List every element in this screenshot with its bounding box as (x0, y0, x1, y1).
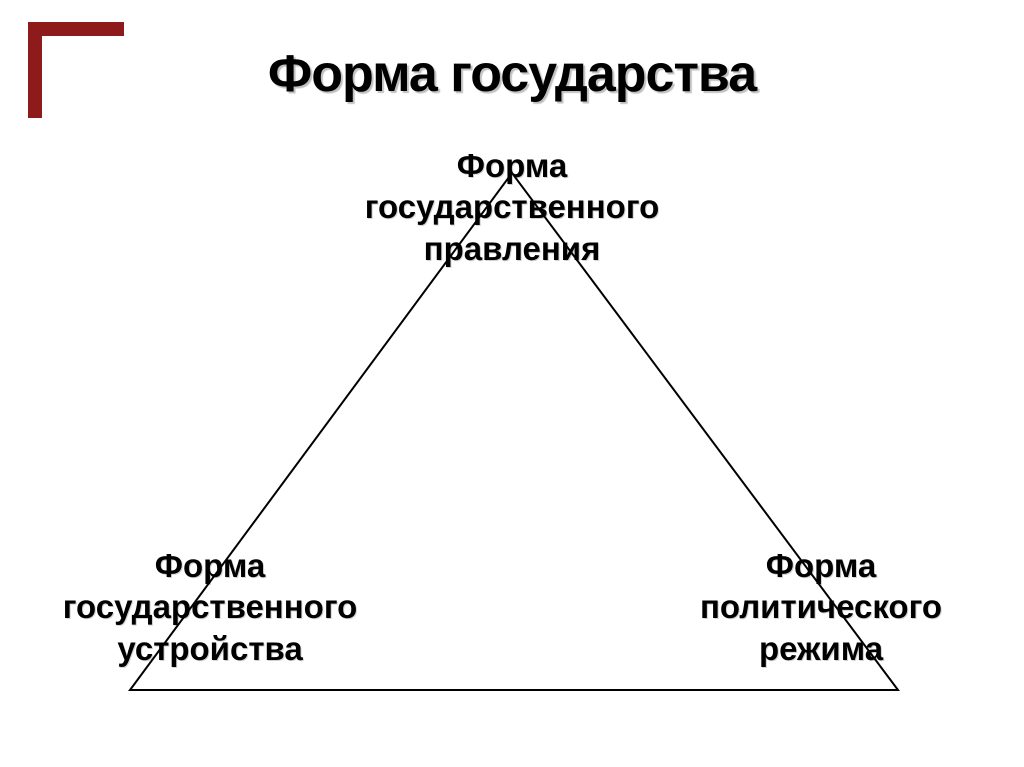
label-bl-line2: государственного (63, 588, 358, 625)
vertex-label-top: Форма государственного правления (0, 145, 1024, 269)
vertex-label-bottom-left: Форма государственного устройства (20, 545, 400, 669)
label-top-line1: Форма (457, 147, 567, 184)
label-top-line2: государственного (365, 188, 660, 225)
label-bl-line3: устройства (117, 630, 302, 667)
label-top-line3: правления (424, 230, 601, 267)
label-bl-line1: Форма (155, 547, 265, 584)
vertex-label-bottom-right: Форма политического режима (646, 545, 996, 669)
label-br-line2: политического (700, 588, 942, 625)
label-br-line3: режима (759, 630, 883, 667)
label-br-line1: Форма (766, 547, 876, 584)
